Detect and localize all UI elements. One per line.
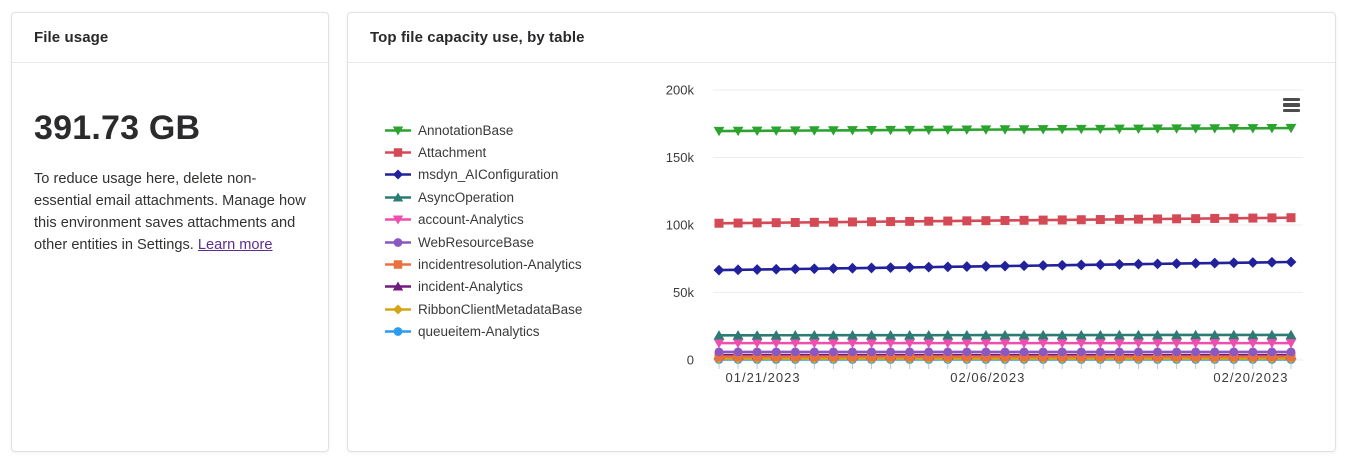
- legend-label: account-Analytics: [418, 212, 524, 228]
- circle-icon: [385, 327, 411, 337]
- file-usage-description: To reduce usage here, delete non-essenti…: [34, 168, 312, 256]
- square-icon: [385, 260, 411, 269]
- triangle-down-icon: [385, 215, 411, 225]
- hamburger-menu-icon: [1283, 97, 1300, 102]
- svg-text:50k: 50k: [673, 285, 694, 300]
- legend-item-AsyncOperation[interactable]: AsyncOperation: [385, 186, 582, 208]
- legend-label: AnnotationBase: [418, 122, 514, 138]
- chart-card-title: Top file capacity use, by table: [370, 29, 585, 46]
- circle-icon: [385, 237, 411, 247]
- square-icon: [385, 148, 411, 157]
- file-usage-card-body: 391.73 GB To reduce usage here, delete n…: [12, 109, 328, 256]
- svg-text:150k: 150k: [666, 150, 695, 165]
- file-usage-card-header: File usage: [12, 13, 328, 63]
- diamond-icon: [385, 304, 411, 315]
- legend-label: incident-Analytics: [418, 279, 524, 295]
- top-file-capacity-chart-card: Top file capacity use, by table 0 50k 100k…: [347, 12, 1336, 452]
- svg-text:02/06/2023: 02/06/2023: [950, 370, 1025, 385]
- legend-label: incidentresolution-Analytics: [418, 257, 582, 273]
- learn-more-link[interactable]: Learn more: [197, 237, 273, 253]
- legend-label: queueitem-Analytics: [418, 324, 540, 340]
- file-usage-description-text: To reduce usage here, delete non-essenti…: [34, 171, 306, 253]
- legend-label: Attachment: [418, 145, 487, 161]
- svg-text:200k: 200k: [666, 83, 695, 98]
- legend-label: AsyncOperation: [418, 189, 515, 205]
- legend-item-RibbonClientMetadataBase[interactable]: RibbonClientMetadataBase: [385, 298, 582, 320]
- legend-item-account-Analytics[interactable]: account-Analytics: [385, 209, 582, 231]
- legend-item-Attachment[interactable]: Attachment: [385, 141, 582, 163]
- legend-label: RibbonClientMetadataBase: [418, 301, 583, 317]
- diamond-icon: [385, 169, 411, 180]
- chart-context-menu-button[interactable]: [1283, 96, 1301, 114]
- legend-item-msdyn_AIConfiguration[interactable]: msdyn_AIConfiguration: [385, 164, 582, 186]
- svg-text:01/21/2023: 01/21/2023: [726, 370, 801, 385]
- chart-area: 0 50k 100k 150k 200k 01/21/2023 02/06/2023 02/2…: [348, 63, 1335, 451]
- legend-item-AnnotationBase[interactable]: AnnotationBase: [385, 119, 582, 141]
- svg-text:100k: 100k: [666, 218, 695, 233]
- legend-label: WebResourceBase: [418, 234, 535, 250]
- svg-text:02/20/2023: 02/20/2023: [1213, 370, 1288, 385]
- file-usage-value: 391.73 GB: [34, 109, 201, 147]
- triangle-up-icon: [385, 192, 411, 202]
- legend-item-incidentresolution-Analytics[interactable]: incidentresolution-Analytics: [385, 253, 582, 275]
- chart-card-header: Top file capacity use, by table: [348, 13, 1335, 63]
- file-usage-card: File usage 391.73 GB To reduce usage her…: [11, 12, 329, 452]
- triangle-up-icon: [385, 281, 411, 291]
- capacity-line-chart: 0 50k 100k 150k 200k 01/21/2023 02/06/2023 02/2…: [666, 83, 1303, 385]
- file-usage-title: File usage: [34, 29, 109, 46]
- triangle-down-icon: [385, 126, 411, 136]
- chart-legend: AnnotationBase Attachment msdyn_AIConfigur…: [385, 119, 582, 343]
- legend-item-queueitem-Analytics[interactable]: queueitem-Analytics: [385, 321, 582, 343]
- legend-label: msdyn_AIConfiguration: [418, 167, 559, 183]
- legend-item-incident-Analytics[interactable]: incident-Analytics: [385, 276, 582, 298]
- legend-item-WebResourceBase[interactable]: WebResourceBase: [385, 231, 582, 253]
- svg-text:0: 0: [687, 353, 694, 368]
